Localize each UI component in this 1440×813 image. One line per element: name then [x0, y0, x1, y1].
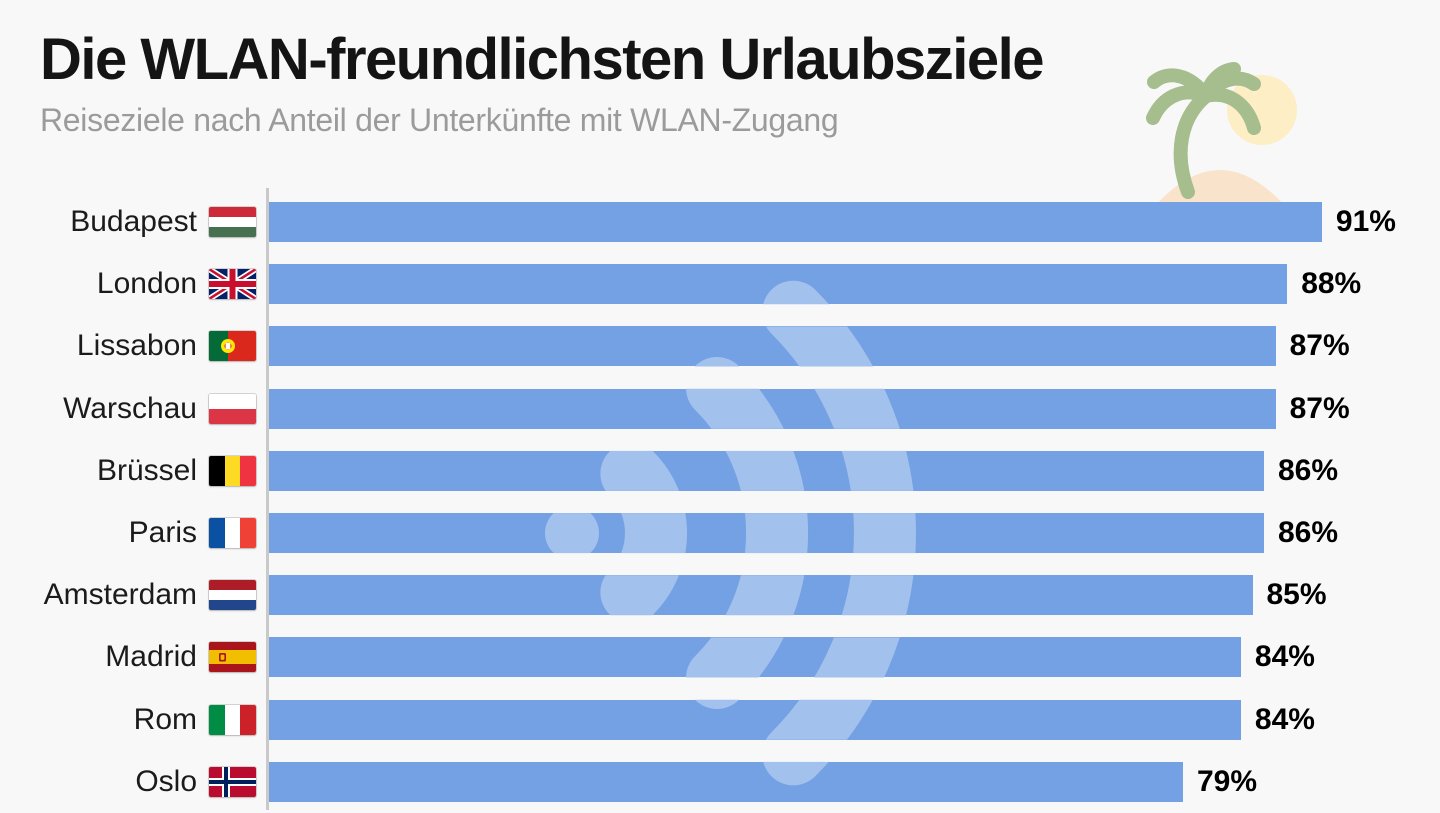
city-label: London [96, 267, 197, 301]
chart-subtitle: Reiseziele nach Anteil der Unterkünfte m… [40, 101, 839, 138]
flag-italy-icon [209, 704, 256, 735]
category-label-cell: Budapest [0, 205, 256, 239]
city-label: Amsterdam [43, 578, 197, 612]
category-label-cell: Madrid [0, 640, 256, 674]
bar-value-label: 86% [1278, 453, 1339, 487]
bar [269, 761, 1183, 802]
bar-cell: 84% [269, 637, 1315, 678]
bar-chart: Budapest 91% London 88% Lissabon 87% Warscha… [0, 191, 1440, 813]
flag-spain-icon [209, 642, 256, 673]
bar-row: London 88% [0, 253, 1440, 315]
city-label: Paris [128, 516, 197, 550]
bar [269, 513, 1264, 554]
bar-value-label: 87% [1289, 329, 1350, 363]
sun-icon [1227, 75, 1297, 145]
bar-row: Lissabon 87% [0, 315, 1440, 377]
flag-hungary-icon [209, 207, 256, 238]
flag-france-icon [209, 518, 256, 549]
bar-row: Rom 84% [0, 689, 1440, 751]
bar-value-label: 86% [1278, 516, 1339, 550]
category-label-cell: Amsterdam [0, 578, 256, 612]
category-label-cell: Brüssel [0, 454, 256, 488]
bar-cell: 87% [269, 326, 1350, 367]
palm-tree-icon [1146, 62, 1261, 199]
bar-cell: 86% [269, 513, 1339, 554]
category-label-cell: Oslo [0, 765, 256, 799]
y-axis-line [266, 188, 269, 810]
flag-belgium-icon [209, 455, 256, 486]
bar [269, 637, 1241, 678]
category-label-cell: Warschau [0, 392, 256, 426]
city-label: Madrid [105, 640, 197, 674]
bar [269, 202, 1322, 243]
bar-cell: 85% [269, 575, 1327, 616]
flag-poland-icon [209, 393, 256, 424]
bar [269, 699, 1241, 740]
bar-row: Amsterdam 85% [0, 564, 1440, 626]
flag-uk-icon [209, 269, 256, 300]
bar [269, 388, 1276, 429]
category-label-cell: London [0, 267, 256, 301]
bar-cell: 91% [269, 202, 1396, 243]
flag-portugal-icon [209, 331, 256, 362]
bar [269, 264, 1288, 305]
bar [269, 575, 1253, 616]
bar-row: Oslo 79% [0, 751, 1440, 813]
bar-value-label: 84% [1254, 640, 1315, 674]
bar-row: Madrid 84% [0, 626, 1440, 688]
bar-value-label: 91% [1335, 205, 1396, 239]
bar-cell: 87% [269, 388, 1350, 429]
bar-value-label: 87% [1289, 391, 1350, 425]
bar-row: Warschau 87% [0, 378, 1440, 440]
category-label-cell: Lissabon [0, 329, 256, 363]
bar [269, 450, 1264, 491]
chart-title: Die WLAN-freundlichsten Urlaubsziele [40, 27, 1045, 92]
flag-norway-icon [209, 766, 256, 797]
category-label-cell: Rom [0, 703, 256, 737]
bar-row: Paris 86% [0, 502, 1440, 564]
city-label: Oslo [135, 764, 197, 798]
bar-cell: 84% [269, 699, 1315, 740]
city-label: Brüssel [96, 453, 197, 487]
bar-cell: 86% [269, 450, 1339, 491]
bar-row: Budapest 91% [0, 191, 1440, 253]
city-label: Lissabon [76, 329, 197, 363]
bar-cell: 79% [269, 761, 1258, 802]
bar-row: Brüssel 86% [0, 440, 1440, 502]
city-label: Warschau [63, 391, 197, 425]
flag-netherlands-icon [209, 580, 256, 611]
bar-value-label: 84% [1254, 702, 1315, 736]
city-label: Budapest [70, 205, 197, 239]
city-label: Rom [133, 702, 197, 736]
header: Die WLAN-freundlichsten Urlaubsziele Rei… [40, 27, 1140, 138]
bar-value-label: 79% [1197, 764, 1258, 798]
bar [269, 326, 1276, 367]
bar-value-label: 85% [1266, 578, 1327, 612]
bar-cell: 88% [269, 264, 1362, 305]
category-label-cell: Paris [0, 516, 256, 550]
bar-value-label: 88% [1301, 267, 1362, 301]
